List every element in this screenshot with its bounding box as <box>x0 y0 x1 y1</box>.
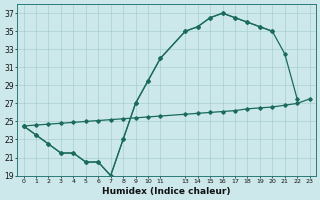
X-axis label: Humidex (Indice chaleur): Humidex (Indice chaleur) <box>102 187 231 196</box>
